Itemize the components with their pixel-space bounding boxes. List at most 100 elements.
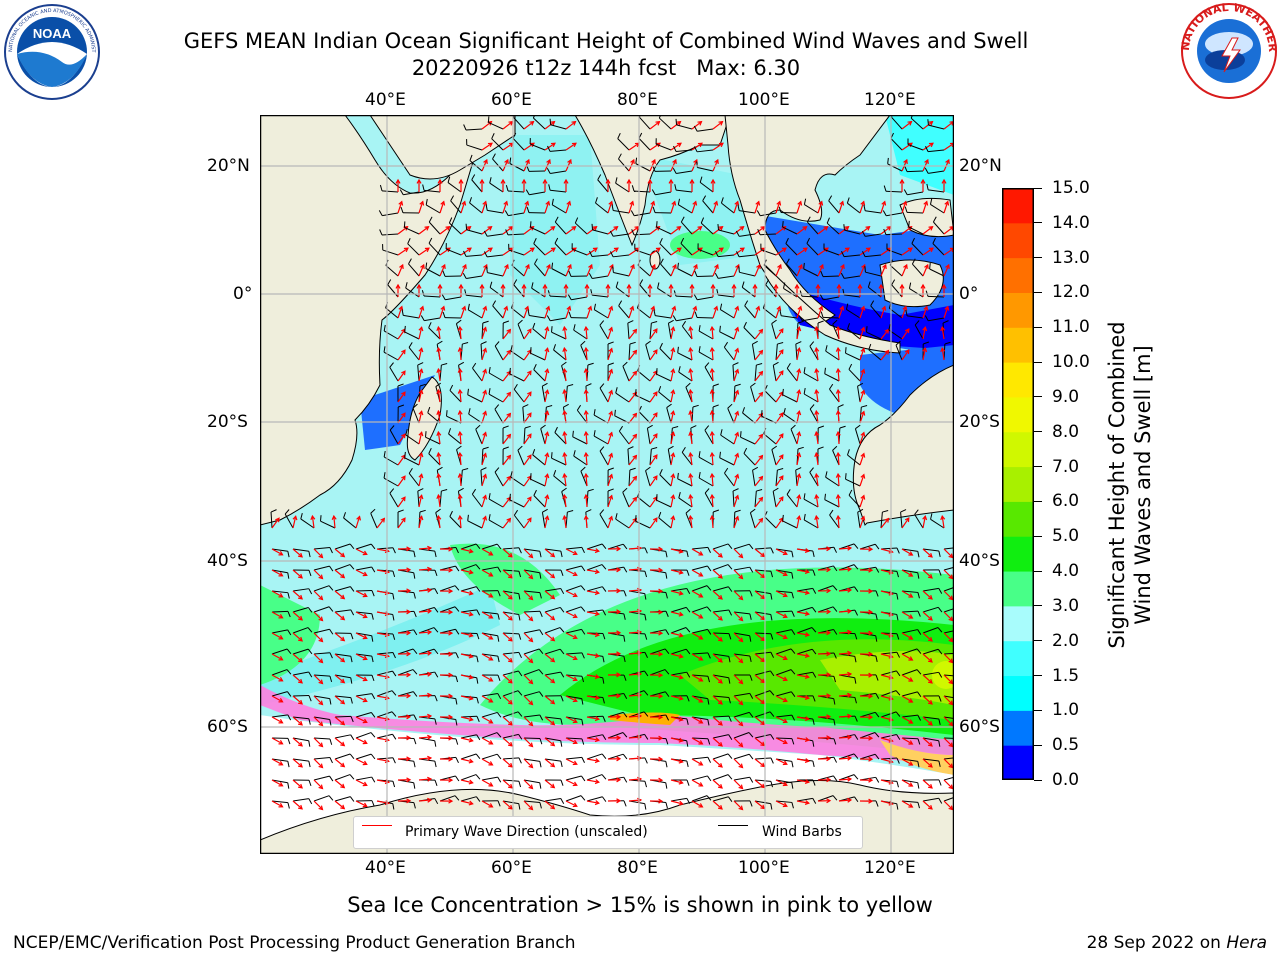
wind-barb-feather	[497, 674, 501, 681]
wave-arrow-head	[814, 388, 820, 395]
wind-barb-feather	[812, 672, 817, 678]
wind-barb	[675, 295, 693, 298]
wave-arrow-head	[318, 742, 324, 748]
wave-arrow-head	[616, 567, 622, 573]
wave-arrow-head	[908, 740, 914, 745]
wind-barb-feather	[686, 760, 689, 768]
wave-arrow-head	[670, 368, 676, 374]
wave-direction-arrow	[691, 590, 703, 598]
wind-barb-feather	[832, 606, 838, 612]
wind-barb-feather	[371, 656, 374, 663]
wind-barb-feather	[607, 488, 614, 492]
wind-barb-feather	[480, 341, 487, 345]
wave-direction-arrow	[711, 368, 714, 382]
wave-arrow-head	[528, 805, 534, 811]
wind-barb-feather	[307, 648, 313, 655]
wind-barb-feather	[350, 734, 355, 741]
wind-barb-feather	[741, 281, 745, 288]
wave-arrow-head	[907, 120, 913, 126]
wind-barb-feather	[657, 282, 660, 289]
wind-barb	[481, 693, 498, 697]
wind-barb-feather	[286, 648, 292, 655]
wave-direction-arrow	[502, 716, 513, 726]
wave-direction-arrow	[523, 264, 530, 277]
wind-barb-feather	[576, 404, 582, 411]
colorbar-tick-mark	[1034, 675, 1042, 677]
wind-barb-feather	[707, 698, 710, 705]
wave-arrow-head	[927, 552, 933, 558]
wave-direction-arrow	[460, 569, 473, 574]
wind-barb-feather	[469, 197, 473, 204]
wave-arrow-head	[504, 263, 509, 269]
wind-barb	[550, 149, 567, 152]
wind-barb-feather	[560, 551, 563, 558]
wind-barb-feather	[677, 472, 679, 479]
wind-barb	[417, 491, 420, 508]
wave-direction-arrow	[691, 674, 703, 682]
wind-barb-feather	[771, 319, 777, 324]
wind-barb-feather	[572, 430, 574, 437]
wave-arrow-head	[506, 391, 512, 397]
wave-arrow-head	[356, 515, 362, 521]
wind-barb-feather	[665, 572, 668, 579]
wind-barb	[943, 608, 954, 613]
wind-barb-feather	[868, 343, 872, 350]
wind-barb	[292, 588, 309, 592]
colorbar-tick-mark	[1034, 709, 1042, 711]
wind-barb	[749, 512, 756, 529]
wave-arrow-head	[562, 325, 568, 332]
wind-barb-feather	[832, 319, 838, 325]
wave-arrow-head	[658, 588, 664, 594]
wave-direction-arrow	[481, 632, 493, 640]
wave-arrow-head	[503, 200, 509, 206]
wave-arrow-head	[424, 225, 430, 231]
wind-barb	[901, 758, 918, 762]
wave-arrow-head	[672, 263, 677, 269]
wave-arrow-head	[529, 142, 535, 148]
wave-direction-arrow	[502, 392, 511, 403]
wave-direction-arrow	[711, 452, 714, 466]
graticule	[260, 115, 954, 854]
wind-barb	[403, 314, 420, 319]
wave-direction-arrow	[565, 632, 578, 639]
wind-barb-feather	[665, 802, 668, 809]
wind-barb-feather	[651, 321, 658, 324]
wind-barb	[718, 229, 735, 235]
wave-direction-arrow	[607, 432, 613, 445]
wind-barb-feather	[371, 776, 376, 783]
wind-barb	[796, 587, 813, 592]
wind-barb	[639, 284, 651, 298]
wave-direction-arrow	[523, 548, 533, 558]
wave-direction-arrow	[691, 800, 703, 808]
colorbar-tick-mark	[1034, 326, 1042, 328]
wind-barb-feather	[752, 466, 759, 471]
wave-arrow-head	[672, 158, 677, 165]
wave-direction-arrow	[502, 632, 513, 642]
wind-barb-feather	[287, 551, 290, 558]
wave-direction-arrow	[859, 306, 865, 319]
colorbar-segment	[1002, 640, 1034, 677]
wave-direction-arrow	[712, 264, 719, 277]
wave-arrow-head	[616, 735, 622, 741]
wave-arrow-head	[826, 798, 832, 804]
wind-barb-feather	[494, 341, 500, 347]
wind-barb-feather	[903, 189, 908, 195]
wave-arrow-head	[608, 410, 614, 416]
wind-barb	[786, 368, 798, 382]
wave-direction-arrow	[418, 652, 432, 655]
wave-direction-arrow	[460, 800, 473, 805]
wind-barb	[502, 779, 519, 782]
wind-barb-feather	[434, 761, 437, 768]
wind-barb-feather	[412, 648, 418, 655]
wave-arrow-head	[318, 637, 324, 643]
wave-arrow-head	[945, 158, 950, 165]
wind-barb	[615, 518, 630, 529]
wave-arrow-head	[826, 567, 832, 573]
wave-direction-arrow	[901, 548, 913, 556]
wave-direction-arrow	[607, 411, 613, 424]
wind-barb	[795, 470, 798, 487]
wind-barb	[807, 221, 819, 235]
wave-arrow-head	[797, 305, 803, 311]
wave-arrow-head	[544, 347, 550, 353]
wave-arrow-head	[468, 611, 474, 617]
